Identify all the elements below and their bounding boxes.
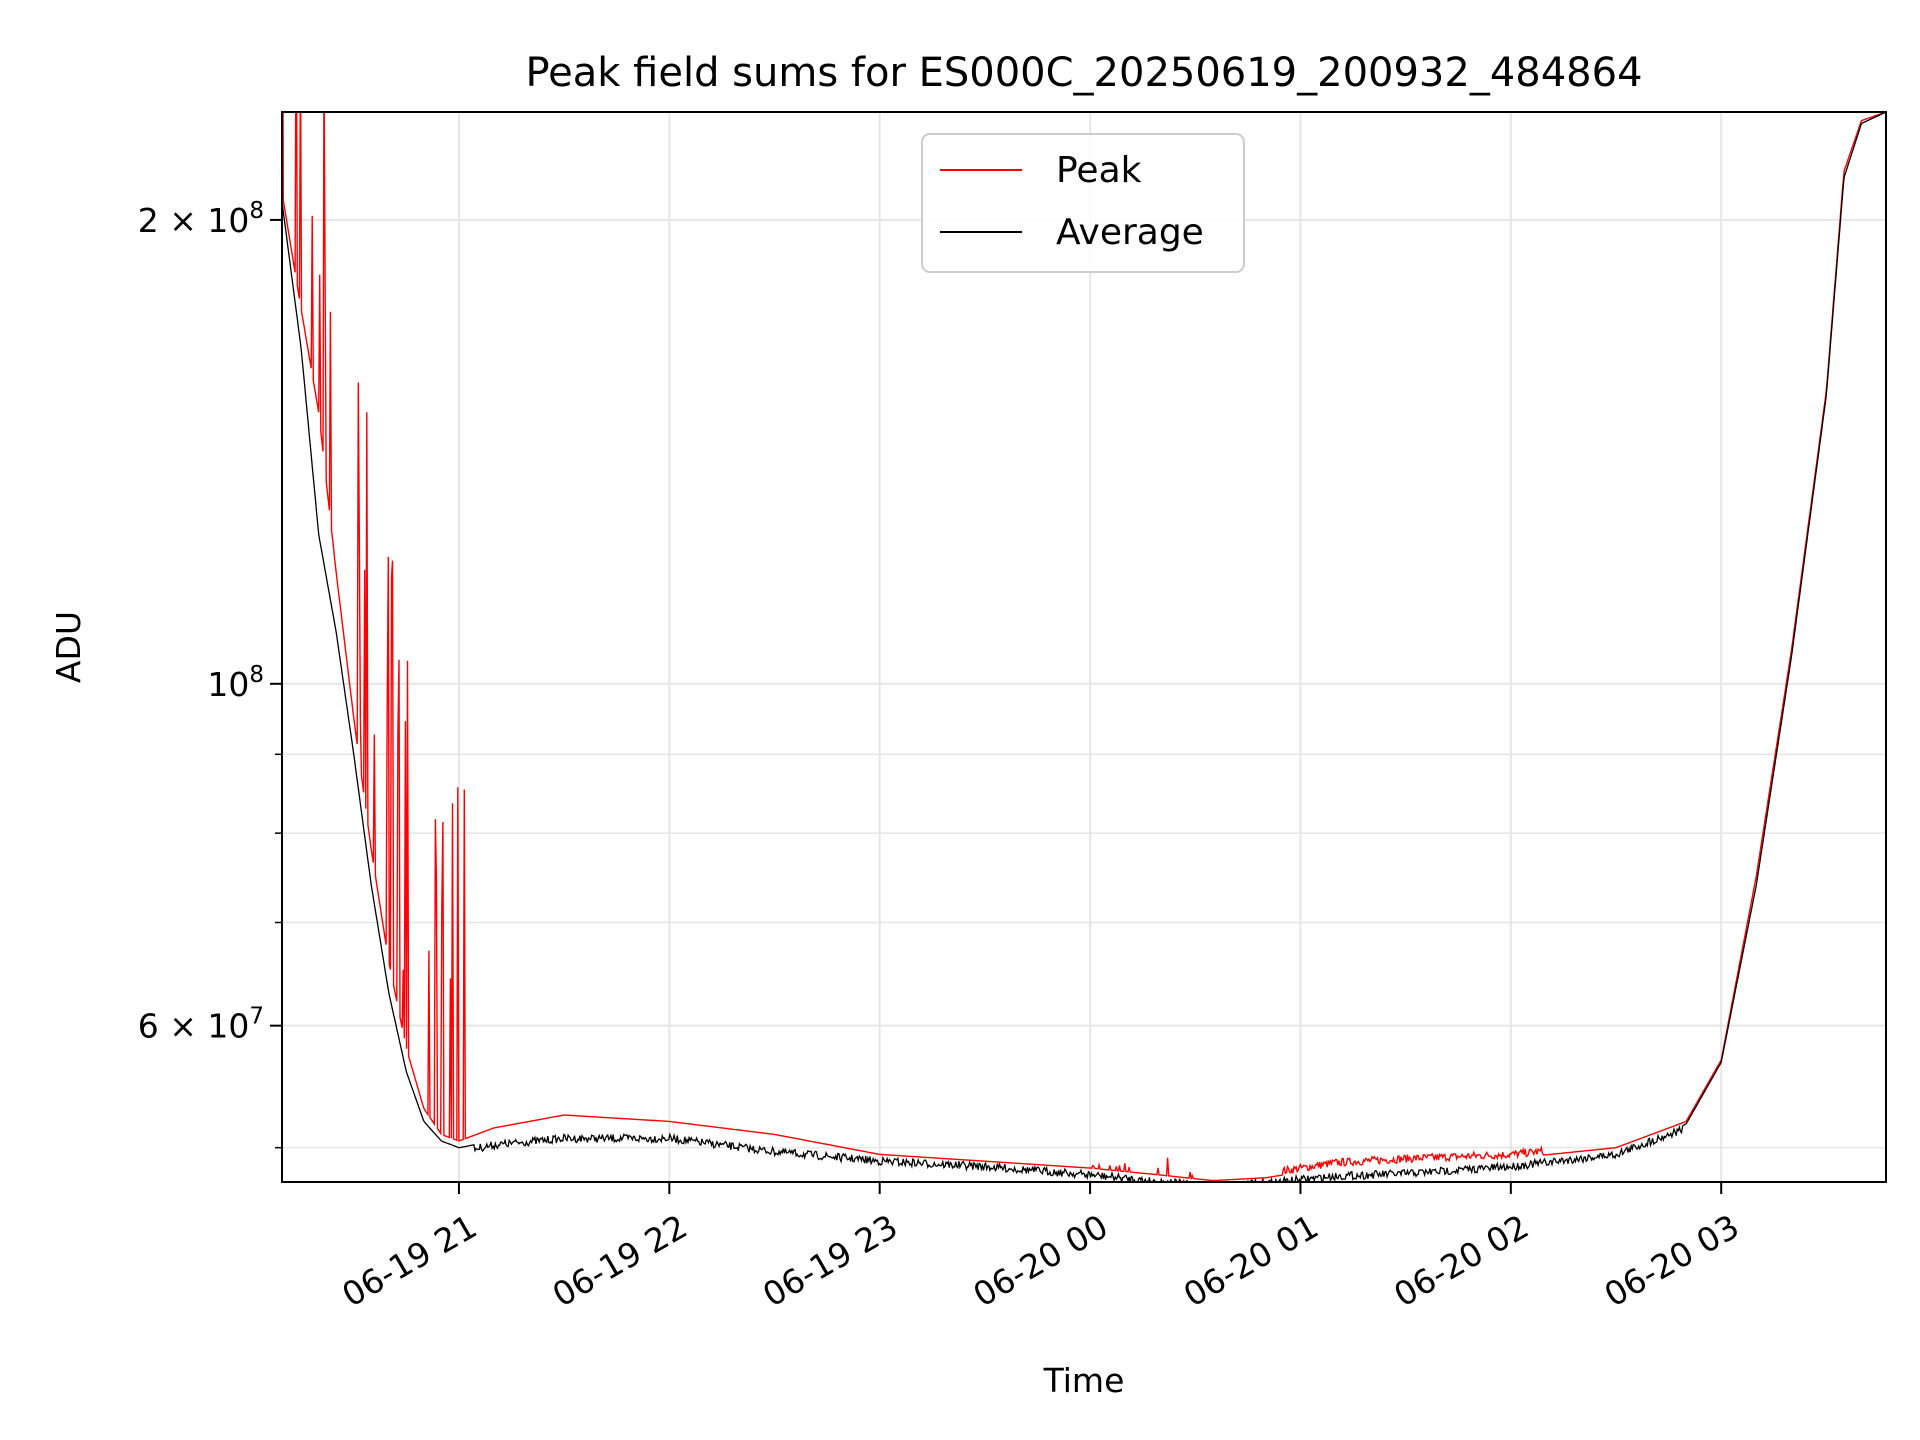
legend: Peak Average (921, 133, 1245, 273)
series-lines (282, 112, 1886, 1182)
legend-box (921, 133, 1245, 273)
plot-frame (281, 111, 1887, 1183)
series-line-average (282, 112, 1886, 1182)
x-axis-label: Time (1043, 1361, 1125, 1400)
y-tick-label: 2 × 108 (138, 198, 264, 240)
y-tick-label: 108 (207, 662, 264, 704)
legend-label-peak: Peak (1056, 150, 1142, 191)
chart-title: Peak field sums for ES000C_20250619_2009… (525, 50, 1642, 96)
series-line-peak (282, 112, 1886, 1182)
y-tick-label: 6 × 107 (138, 1004, 264, 1046)
grid-lines (282, 112, 1886, 1182)
y-axis-label: ADU (49, 611, 88, 683)
legend-label-average: Average (1056, 212, 1204, 253)
